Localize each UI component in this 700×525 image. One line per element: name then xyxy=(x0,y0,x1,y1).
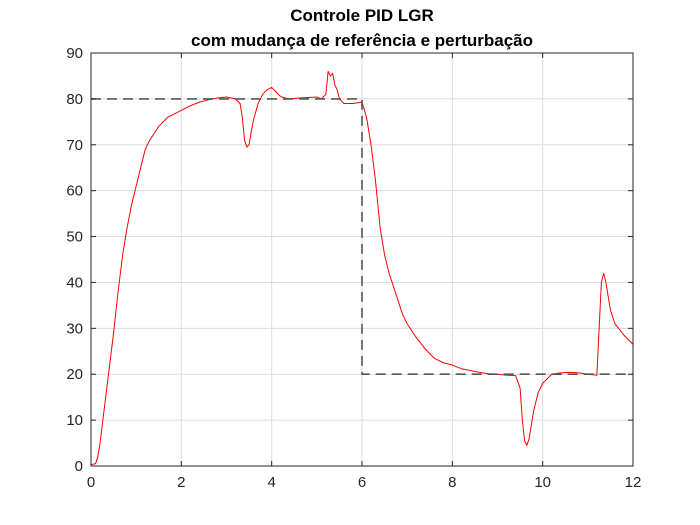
y-tick-label: 90 xyxy=(66,45,83,62)
y-tick-label: 60 xyxy=(66,183,83,200)
series-layer xyxy=(90,70,634,466)
y-tick-label: 80 xyxy=(66,91,83,108)
x-tick-label: 4 xyxy=(267,474,275,491)
y-tick-label: 10 xyxy=(66,412,83,429)
y-tick-label: 70 xyxy=(66,137,83,154)
chart-title: Controle PID LGR xyxy=(290,6,434,25)
reference-line xyxy=(91,98,633,376)
x-tick-label: 8 xyxy=(448,474,456,491)
chart-subtitle: com mudança de referência e perturbação xyxy=(191,31,533,50)
y-tick-label: 50 xyxy=(66,229,83,246)
x-tick-label: 0 xyxy=(87,474,95,491)
x-tick-label: 6 xyxy=(358,474,366,491)
x-tick-label: 10 xyxy=(534,474,551,491)
ticks: 0 2 4 6 8 10 12 0 10 20 30 40 50 60 70 80 90 xyxy=(66,45,641,491)
response-line xyxy=(90,70,634,466)
y-tick-label: 40 xyxy=(66,274,83,291)
y-tick-label: 30 xyxy=(66,320,83,337)
x-tick-label: 2 xyxy=(177,474,185,491)
y-tick-label: 20 xyxy=(66,366,83,383)
x-tick-label: 12 xyxy=(625,474,642,491)
y-tick-label: 0 xyxy=(75,458,83,475)
